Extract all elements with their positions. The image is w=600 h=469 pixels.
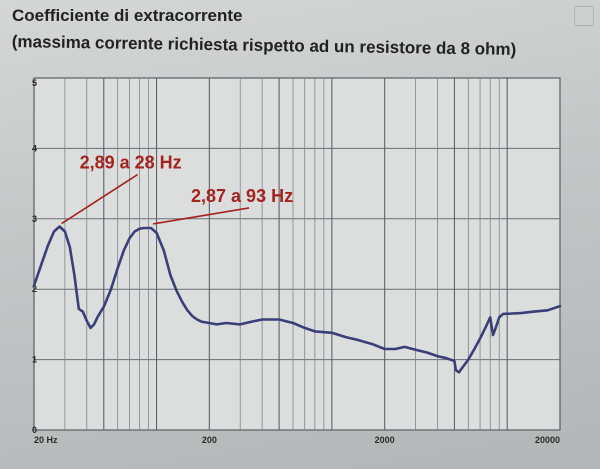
x-tick-label: 20000 bbox=[535, 435, 560, 445]
y-tick-label: 4 bbox=[32, 143, 37, 153]
x-axis-ticks: 20 Hz 200 2000 20000 bbox=[34, 435, 560, 445]
y-tick-label: 5 bbox=[32, 78, 37, 88]
y-tick-label: 3 bbox=[32, 214, 37, 224]
series-layer bbox=[32, 225, 562, 374]
annotations-layer: 2,89 a 28 Hz 2,87 a 93 Hz bbox=[61, 153, 293, 225]
x-tick-label: 20 Hz bbox=[34, 435, 58, 445]
annotation-label: 2,89 a 28 Hz bbox=[80, 153, 182, 173]
series-line bbox=[32, 225, 562, 374]
grid-lines bbox=[34, 78, 560, 430]
annotation-leader-line bbox=[152, 207, 250, 225]
annotation-label: 2,87 a 93 Hz bbox=[191, 186, 293, 206]
corner-logo-icon bbox=[574, 6, 594, 26]
y-tick-label: 0 bbox=[32, 425, 37, 435]
annotation-leader-line bbox=[61, 173, 139, 225]
y-axis-ticks: 0 1 2 3 4 5 bbox=[32, 78, 37, 435]
x-tick-label: 200 bbox=[202, 435, 217, 445]
chart-title: Coefficiente di extracorrente bbox=[12, 6, 243, 25]
plot-background bbox=[33, 77, 561, 431]
y-tick-label: 2 bbox=[32, 284, 37, 294]
x-tick-label: 2000 bbox=[375, 435, 395, 445]
y-tick-label: 1 bbox=[32, 355, 37, 365]
